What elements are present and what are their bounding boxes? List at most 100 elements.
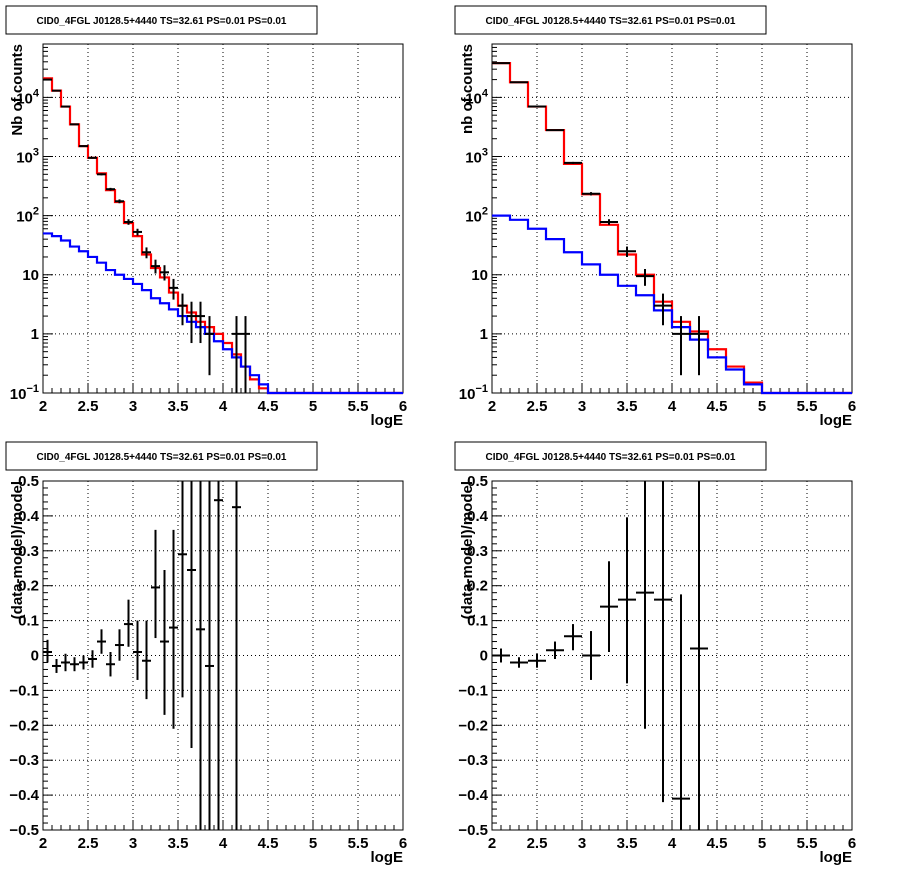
data-point	[115, 629, 124, 661]
y-tick-label: 0.3	[467, 543, 488, 560]
x-tick-label: 4.5	[707, 398, 728, 415]
x-tick-label: 5	[758, 835, 766, 852]
y-axis-title: (data-model)/model	[459, 481, 476, 619]
y-tick-label-base: 10	[16, 150, 33, 167]
data-point	[636, 269, 654, 286]
grid	[43, 44, 403, 393]
y-tick-label: 10−1	[10, 383, 39, 403]
y-tick-label-exponent: 4	[482, 87, 489, 99]
data-point	[672, 316, 690, 376]
x-tick-label: 4	[219, 398, 228, 415]
y-tick-label: 1	[480, 326, 488, 343]
data-point	[618, 246, 636, 257]
data-point	[79, 145, 88, 148]
y-tick-label: 103	[16, 147, 39, 167]
data-point	[564, 624, 582, 651]
y-tick-label: 0.2	[18, 578, 39, 595]
data-point	[115, 199, 124, 204]
data-point	[636, 481, 654, 729]
data-point	[160, 265, 169, 281]
x-tick-label: 3.5	[617, 398, 638, 415]
data-point	[61, 653, 70, 672]
y-tick-label: 0.4	[18, 508, 40, 525]
x-tick-label: 4	[668, 835, 677, 852]
y-tick-label: 0	[31, 648, 39, 665]
y-tick-label: −0.1	[9, 682, 39, 699]
y-axis-title: (data-model)/model	[9, 481, 26, 619]
data-points	[43, 481, 241, 830]
grid	[43, 481, 403, 830]
y-axis-title: Nb of counts	[9, 44, 26, 136]
data-point	[106, 187, 115, 191]
title-box	[454, 441, 767, 471]
x-tick-label: 5	[309, 835, 317, 852]
y-tick-label-exponent: 2	[482, 206, 488, 218]
data-point	[232, 316, 241, 393]
x-axis-title: logE	[371, 412, 404, 429]
x-axis-ticks	[491, 383, 853, 393]
grid	[492, 44, 852, 393]
x-tick-label: 5.5	[797, 835, 818, 852]
y-tick-label: 102	[465, 206, 488, 226]
data-point	[97, 173, 106, 176]
x-axis-title: logE	[820, 412, 853, 429]
data-point	[43, 639, 52, 663]
y-tick-label: 104	[465, 87, 489, 107]
data-point	[600, 219, 618, 225]
x-tick-label: 2	[488, 398, 496, 415]
y-tick-label: 0	[480, 648, 488, 665]
data-point	[214, 481, 223, 830]
x-tick-label: 4.5	[258, 398, 279, 415]
x-tick-label: 4.5	[258, 835, 279, 852]
model-series-blue	[43, 232, 403, 395]
x-tick-label: 3.5	[168, 835, 189, 852]
y-tick-label: −0.5	[9, 822, 39, 839]
y-tick-label-base: 10	[465, 150, 482, 167]
data-point	[196, 481, 205, 830]
chart-title: CID0_4FGL J0128.5+4440 TS=32.61 PS=0.01 …	[37, 16, 287, 27]
panel-3: 2 2.5 3 3.5 4 4.5 5 5.5 6 −0.5 −0.4 −0.3 −0.2 −0.1 0 0.…	[5, 441, 407, 866]
data-point	[169, 529, 178, 729]
y-tick-label: −0.4	[9, 787, 39, 804]
data-point	[133, 620, 142, 680]
data-point	[600, 561, 618, 653]
y-axis-title: nb of counts	[459, 44, 476, 134]
y-tick-label: 0.2	[467, 578, 488, 595]
x-tick-label: 2.5	[527, 398, 548, 415]
data-point	[582, 192, 600, 196]
y-tick-label: 10−1	[459, 383, 488, 403]
data-point	[160, 569, 169, 715]
y-tick-label: −0.3	[458, 752, 488, 769]
data-point	[232, 481, 241, 830]
data-point	[187, 481, 196, 748]
y-tick-label: 0.1	[18, 613, 39, 630]
x-axis-ticks	[42, 383, 404, 393]
data-points	[43, 78, 250, 393]
x-tick-label: 5	[758, 398, 766, 415]
data-point	[142, 620, 151, 700]
title-box	[5, 5, 318, 35]
data-point	[618, 517, 636, 684]
data-point	[106, 652, 115, 677]
x-tick-label: 3.5	[617, 835, 638, 852]
panel-2: 2 2.5 3 3.5 4 4.5 5 5.5 610−1110102103104logEnb …	[454, 5, 856, 429]
title-box	[454, 5, 767, 35]
data-point	[528, 653, 546, 668]
data-point	[169, 278, 178, 300]
data-point	[582, 631, 600, 680]
data-point	[97, 629, 106, 654]
panel-1: 2 2.5 3 3.5 4 4.5 5 5.5 610−1110102103104logENb …	[5, 5, 407, 429]
data-point	[151, 529, 160, 639]
y-axis-ticks	[492, 480, 502, 831]
y-tick-label-exponent: −1	[475, 383, 488, 395]
y-tick-label: 103	[465, 147, 488, 167]
x-tick-label: 6	[399, 398, 407, 415]
x-tick-label: 3	[129, 398, 137, 415]
data-point	[79, 655, 88, 670]
data-point	[88, 650, 97, 668]
data-point	[61, 105, 70, 108]
data-point	[70, 657, 79, 672]
data-points	[492, 62, 708, 376]
x-tick-label: 6	[399, 835, 407, 852]
y-tick-label: −0.2	[458, 717, 488, 734]
